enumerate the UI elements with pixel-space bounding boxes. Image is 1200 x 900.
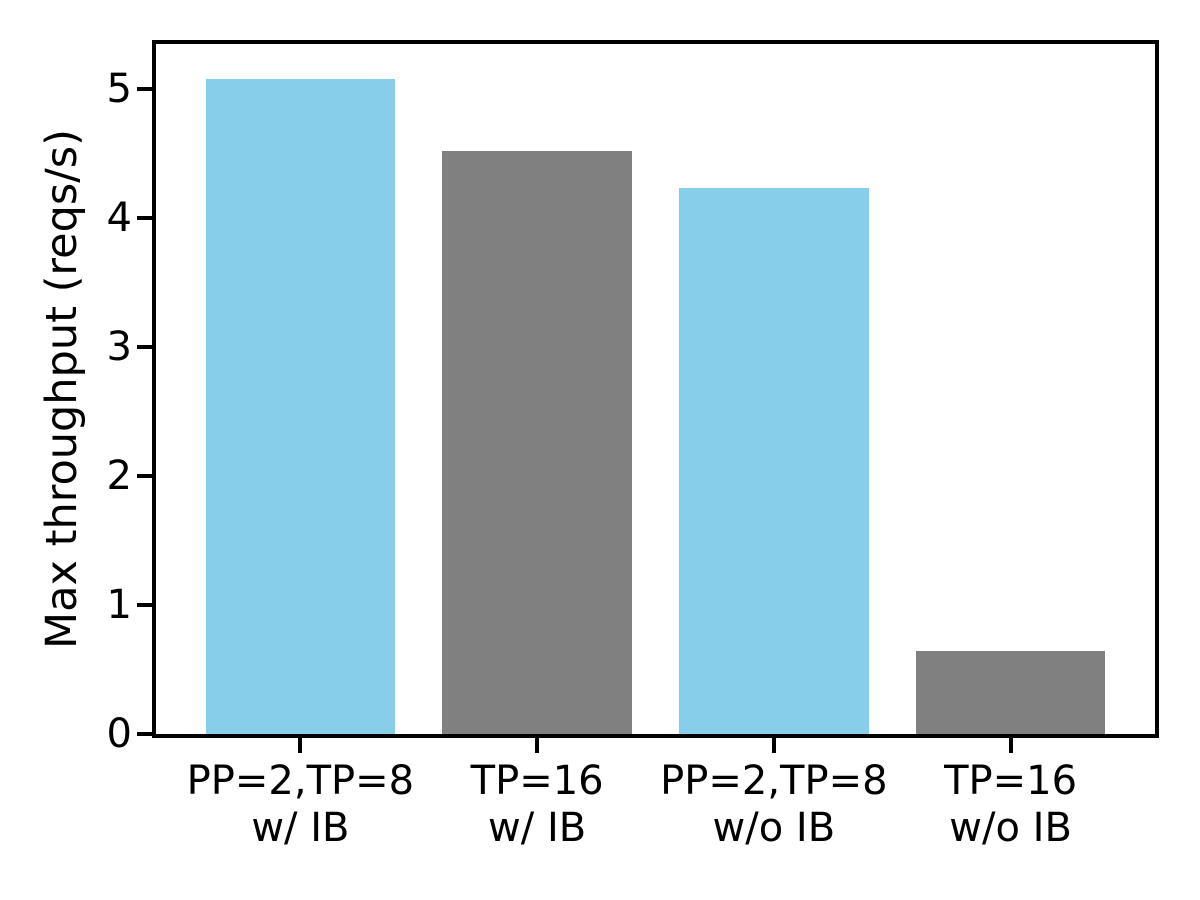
bar-1: [205, 78, 396, 734]
x-tick-label-4: TP=16 w/o IB: [851, 758, 1171, 852]
x-tick-label-3: PP=2,TP=8 w/o IB: [614, 758, 934, 852]
x-tick-mark-1: [298, 738, 303, 753]
y-tick-label-3: 3: [106, 324, 132, 371]
x-tick-mark-3: [771, 738, 776, 753]
bar-3: [679, 188, 869, 734]
x-tick-label-line: PP=2,TP=8: [660, 758, 888, 804]
y-tick-label-5: 5: [106, 66, 132, 113]
y-tick-mark-1: [137, 603, 152, 608]
plot-area: PP=2,TP=8 w/ IB TP=16 w/ IB PP=2,TP=8 w/o IB T…: [107, 40, 1159, 851]
y-tick-label-4: 4: [106, 195, 132, 242]
y-tick-label-2: 2: [106, 453, 132, 500]
x-tick-label-line: w/o IB: [949, 805, 1072, 851]
y-tick-mark-5: [137, 87, 152, 92]
bar-2: [442, 151, 632, 734]
x-tick-mark-2: [535, 738, 540, 753]
y-tick-mark-0: [137, 732, 152, 736]
x-tick-label-line: PP=2,TP=8: [186, 758, 415, 804]
y-tick-label-0: 0: [106, 711, 132, 757]
x-tick-label-line: TP=16: [470, 758, 604, 804]
x-tick-label-line: w/o IB: [712, 805, 836, 851]
x-tick-label-1: PP=2,TP=8 w/ IB: [140, 758, 460, 852]
y-tick-label-1: 1: [106, 582, 132, 629]
x-tick-label-line: w/ IB: [251, 805, 350, 851]
x-tick-mark-4: [1008, 738, 1013, 753]
bar-4: [915, 651, 1106, 734]
x-tick-label-2: TP=16 w/ IB: [377, 758, 697, 852]
x-tick-label-line: w/ IB: [488, 805, 587, 851]
y-tick-mark-3: [137, 345, 152, 350]
x-tick-label-line: TP=16: [944, 758, 1078, 804]
y-tick-mark-2: [137, 474, 152, 479]
y-tick-mark-4: [137, 216, 152, 221]
